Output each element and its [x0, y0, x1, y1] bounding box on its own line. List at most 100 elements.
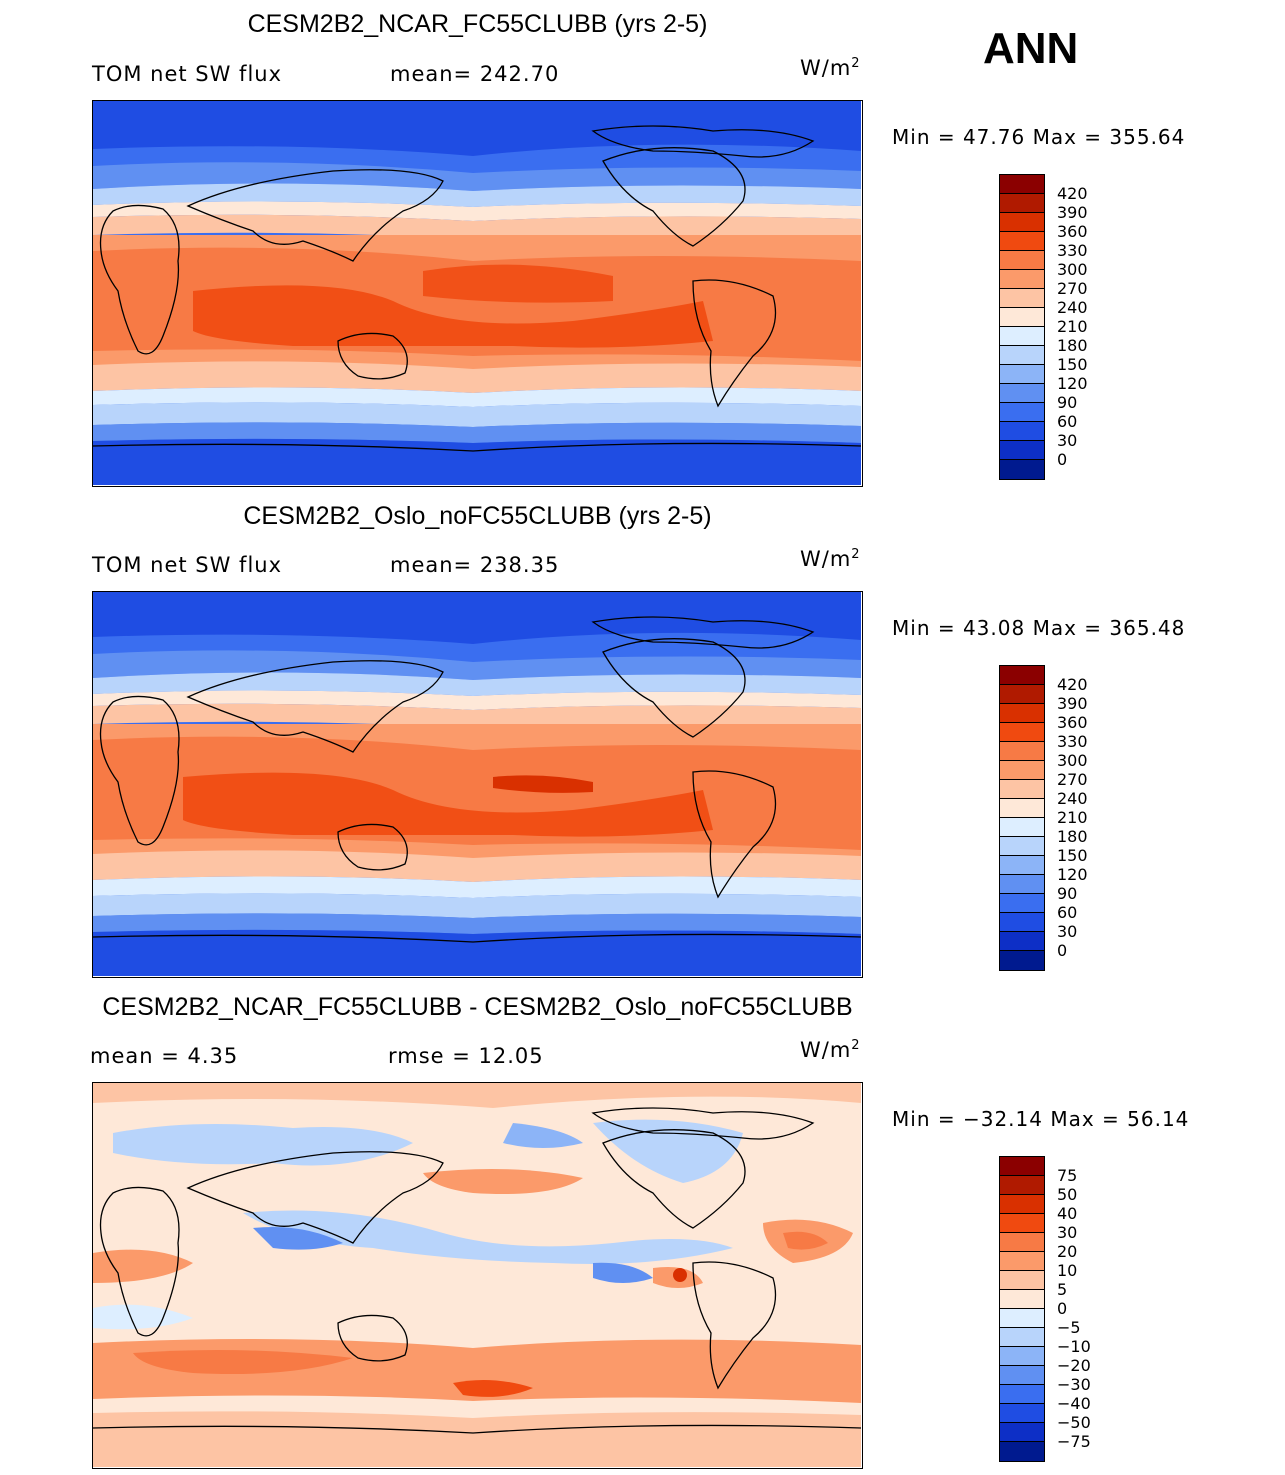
- panel1-colorbar-swatch: [1000, 460, 1044, 479]
- panel3-tick: −75: [1057, 1432, 1091, 1451]
- panel1-tick: 390: [1057, 203, 1088, 222]
- panel1-colorbar-swatch: [1000, 308, 1044, 327]
- panel3-tick: 50: [1057, 1185, 1078, 1204]
- panel2-colorbar-swatch: [1000, 704, 1044, 723]
- panel2-tick: 210: [1057, 808, 1088, 827]
- panel3-colorbar: [999, 1156, 1045, 1462]
- panel2-colorbar-swatch: [1000, 856, 1044, 875]
- panel3-colorbar-swatch: [1000, 1157, 1044, 1176]
- panel2-tick: 420: [1057, 675, 1088, 694]
- panel2-colorbar-swatch: [1000, 742, 1044, 761]
- panel3-colorbar-swatch: [1000, 1271, 1044, 1290]
- panel2-units-text: W/m: [800, 547, 852, 571]
- panel1-colorbar-swatch: [1000, 441, 1044, 460]
- panel3-title: CESM2B2_NCAR_FC55CLUBB - CESM2B2_Oslo_no…: [102, 993, 853, 1021]
- panel3-colorbar-swatch: [1000, 1347, 1044, 1366]
- panel3-colorbar-ticks: 75 50 40 30 20 10 5 0 −5 −10 −20 −30 −40…: [1057, 1166, 1091, 1451]
- panel3-rmse-label: rmse = 12.05: [388, 1044, 544, 1068]
- panel2-colorbar-swatch: [1000, 932, 1044, 951]
- panel1-map: [92, 100, 863, 487]
- panel3-units: W/m2: [800, 1038, 861, 1062]
- panel3-colorbar-swatch: [1000, 1423, 1044, 1442]
- season-label: ANN: [983, 24, 1079, 73]
- panel1-tick: 90: [1057, 393, 1078, 412]
- panel3-colorbar-swatch: [1000, 1290, 1044, 1309]
- panel2-colorbar-swatch: [1000, 951, 1044, 970]
- panel2-tick: 0: [1057, 941, 1068, 960]
- panel2-colorbar-swatch: [1000, 723, 1044, 742]
- panel3-tick: 40: [1057, 1204, 1078, 1223]
- panel2-colorbar-swatch: [1000, 685, 1044, 704]
- panel1-tick: 0: [1057, 450, 1068, 469]
- panel2-colorbar-swatch: [1000, 818, 1044, 837]
- panel3-map-svg: [93, 1083, 861, 1467]
- panel1-tick: 420: [1057, 184, 1088, 203]
- panel3-tick: 10: [1057, 1261, 1078, 1280]
- panel1-tick: 300: [1057, 260, 1088, 279]
- panel1-colorbar: [999, 174, 1045, 480]
- panel1-title: CESM2B2_NCAR_FC55CLUBB (yrs 2-5): [247, 10, 708, 38]
- panel3-colorbar-swatch: [1000, 1233, 1044, 1252]
- panel1-tick: 30: [1057, 431, 1078, 450]
- panel3-colorbar-swatch: [1000, 1385, 1044, 1404]
- panel1-tick: 240: [1057, 298, 1088, 317]
- panel3-tick: −40: [1057, 1394, 1091, 1413]
- panel1-colorbar-swatch: [1000, 251, 1044, 270]
- panel2-colorbar-swatch: [1000, 780, 1044, 799]
- panel1-colorbar-swatch: [1000, 422, 1044, 441]
- panel2-map: [92, 591, 863, 978]
- panel2-colorbar-swatch: [1000, 875, 1044, 894]
- panel2-units-sup: 2: [851, 547, 861, 562]
- panel1-tick: 60: [1057, 412, 1078, 431]
- panel2-map-svg: [93, 592, 861, 976]
- panel1-tick: 180: [1057, 336, 1088, 355]
- panel1-units-sup: 2: [851, 56, 861, 71]
- panel3-tick: 5: [1057, 1280, 1068, 1299]
- panel1-colorbar-swatch: [1000, 213, 1044, 232]
- panel3-units-text: W/m: [800, 1038, 852, 1062]
- panel1-units: W/m2: [800, 56, 861, 80]
- panel3-tick: −10: [1057, 1337, 1091, 1356]
- panel2-tick: 330: [1057, 732, 1088, 751]
- panel1-units-text: W/m: [800, 56, 852, 80]
- panel1-colorbar-ticks: 420 390 360 330 300 270 240 210 180 150 …: [1057, 184, 1088, 469]
- panel3-colorbar-swatch: [1000, 1252, 1044, 1271]
- panel1-map-svg: [93, 101, 861, 485]
- panel1-colorbar-swatch: [1000, 403, 1044, 422]
- panel2-tick: 180: [1057, 827, 1088, 846]
- panel1-tick: 330: [1057, 241, 1088, 260]
- panel2-title: CESM2B2_Oslo_noFC55CLUBB (yrs 2-5): [243, 502, 712, 530]
- panel1-colorbar-swatch: [1000, 384, 1044, 403]
- panel2-tick: 360: [1057, 713, 1088, 732]
- panel1-colorbar-swatch: [1000, 289, 1044, 308]
- panel3-colorbar-swatch: [1000, 1404, 1044, 1423]
- panel3-colorbar-swatch: [1000, 1366, 1044, 1385]
- panel3-tick: 75: [1057, 1166, 1078, 1185]
- panel2-minmax: Min = 43.08 Max = 365.48: [892, 616, 1186, 640]
- panel3-tick: 0: [1057, 1299, 1068, 1318]
- panel2-tick: 240: [1057, 789, 1088, 808]
- panel3-colorbar-swatch: [1000, 1214, 1044, 1233]
- panel2-colorbar-swatch: [1000, 894, 1044, 913]
- panel2-colorbar: [999, 665, 1045, 971]
- panel3-colorbar-swatch: [1000, 1328, 1044, 1347]
- panel1-mean-label: mean= 242.70: [390, 62, 560, 86]
- panel3-tick: 20: [1057, 1242, 1078, 1261]
- panel2-colorbar-swatch: [1000, 913, 1044, 932]
- panel2-tick: 120: [1057, 865, 1088, 884]
- panel3-tick: 30: [1057, 1223, 1078, 1242]
- panel3-colorbar-swatch: [1000, 1176, 1044, 1195]
- panel2-left-label: TOM net SW flux: [92, 553, 283, 577]
- panel1-colorbar-swatch: [1000, 346, 1044, 365]
- panel3-colorbar-swatch: [1000, 1442, 1044, 1461]
- panel2-colorbar-swatch: [1000, 837, 1044, 856]
- panel2-tick: 150: [1057, 846, 1088, 865]
- panel1-colorbar-swatch: [1000, 194, 1044, 213]
- panel3-tick: −20: [1057, 1356, 1091, 1375]
- panel2-tick: 60: [1057, 903, 1078, 922]
- panel2-tick: 390: [1057, 694, 1088, 713]
- panel1-left-label: TOM net SW flux: [92, 62, 283, 86]
- panel2-tick: 300: [1057, 751, 1088, 770]
- panel2-tick: 270: [1057, 770, 1088, 789]
- panel1-colorbar-swatch: [1000, 365, 1044, 384]
